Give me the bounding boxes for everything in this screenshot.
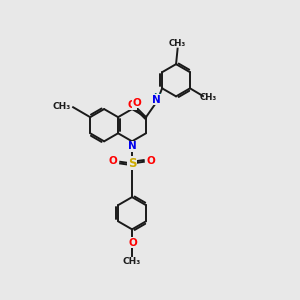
Text: CH₃: CH₃	[123, 257, 141, 266]
Text: O: O	[147, 155, 156, 166]
Text: O: O	[128, 100, 136, 110]
Text: O: O	[128, 238, 137, 248]
Text: CH₃: CH₃	[200, 93, 217, 102]
Text: N: N	[128, 141, 136, 151]
Text: CH₃: CH₃	[169, 39, 186, 48]
Text: S: S	[128, 157, 136, 169]
Text: O: O	[132, 98, 141, 108]
Text: N: N	[152, 95, 161, 105]
Text: H: H	[154, 93, 161, 102]
Text: O: O	[109, 155, 117, 166]
Text: CH₃: CH₃	[52, 102, 70, 111]
